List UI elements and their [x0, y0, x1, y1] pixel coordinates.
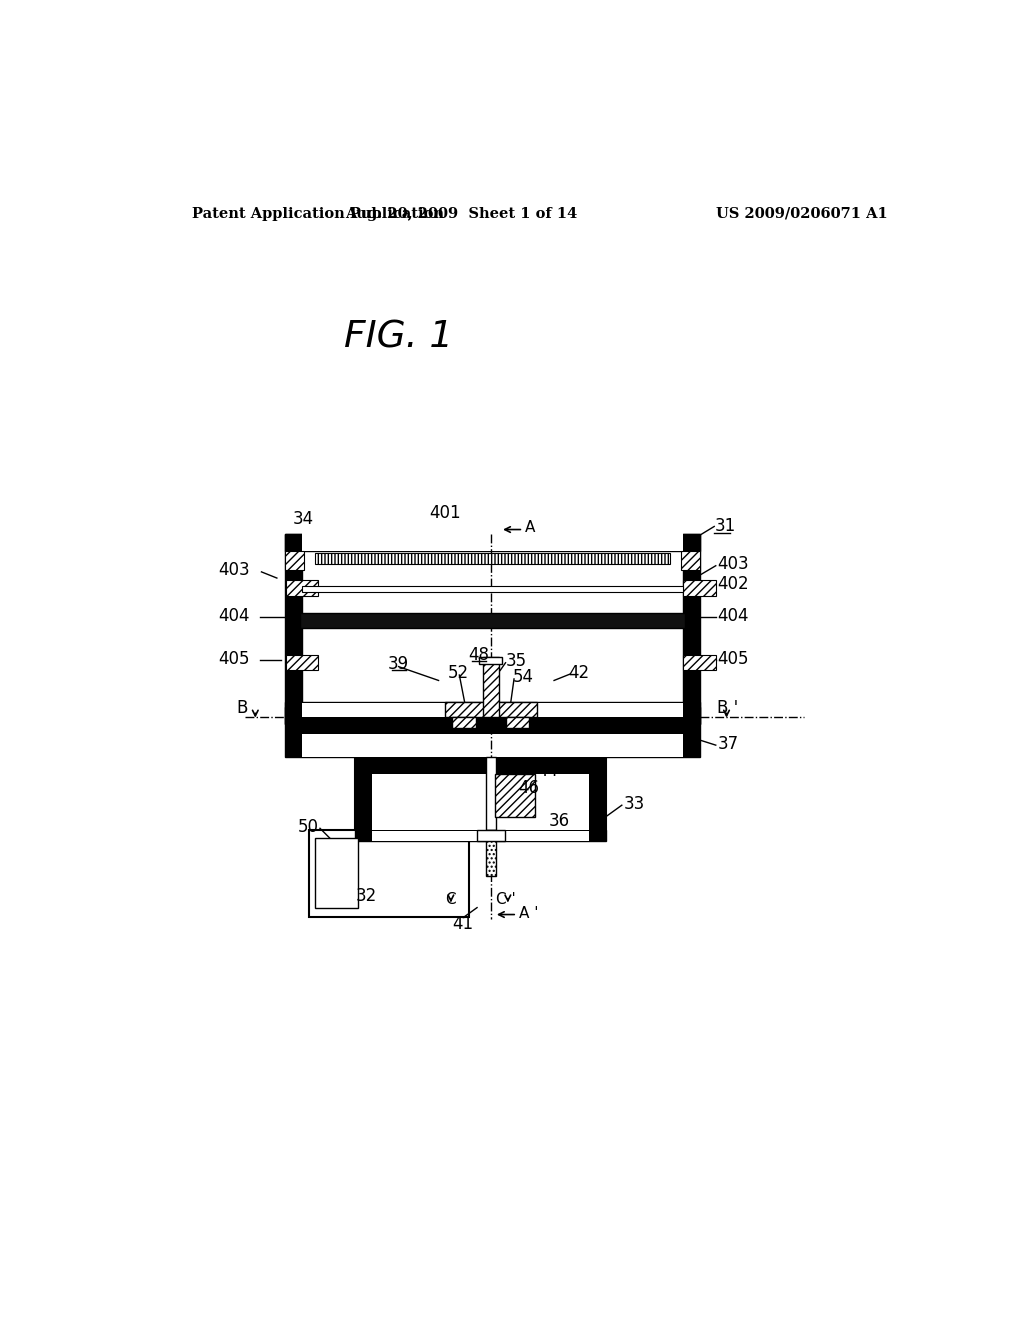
Bar [315, 553, 670, 564]
Text: B ': B ' [717, 700, 738, 717]
Bar [681, 552, 700, 570]
Text: 34: 34 [293, 510, 313, 528]
Bar [373, 775, 590, 830]
Bar [285, 702, 700, 718]
Bar [301, 586, 683, 591]
Text: 44: 44 [538, 762, 558, 780]
Bar [300, 612, 685, 628]
Bar [285, 708, 700, 725]
Text: 403: 403 [218, 561, 250, 579]
Text: B: B [237, 700, 248, 717]
Text: 39: 39 [388, 655, 409, 673]
Bar [309, 830, 469, 917]
Text: C ': C ' [497, 891, 516, 907]
Bar [486, 758, 496, 830]
Text: 32: 32 [356, 887, 378, 906]
Text: 404: 404 [218, 607, 250, 624]
Text: Aug. 20, 2009  Sheet 1 of 14: Aug. 20, 2009 Sheet 1 of 14 [345, 207, 578, 220]
Text: 31: 31 [714, 517, 735, 536]
Bar [486, 830, 496, 876]
Text: 41: 41 [453, 915, 474, 933]
Text: A ': A ' [518, 906, 539, 920]
Text: 403: 403 [717, 556, 749, 573]
Text: 405: 405 [717, 649, 749, 668]
Bar [285, 535, 700, 552]
Bar [373, 832, 590, 841]
Bar [483, 657, 499, 718]
Text: C: C [445, 891, 457, 907]
Text: 405: 405 [218, 649, 250, 668]
Bar [479, 657, 503, 664]
Text: 401: 401 [429, 504, 461, 521]
Text: 42: 42 [568, 664, 589, 681]
Bar [506, 718, 529, 729]
Text: A: A [524, 520, 536, 536]
Text: Patent Application Publication: Patent Application Publication [193, 207, 444, 220]
Bar [301, 395, 683, 552]
Bar [286, 655, 318, 671]
Bar [683, 655, 716, 671]
Bar [683, 581, 716, 595]
Text: 46: 46 [518, 779, 539, 797]
Bar [444, 702, 538, 718]
Bar [355, 758, 606, 830]
Bar [285, 552, 304, 570]
Text: 37: 37 [717, 735, 738, 752]
Text: FIG. 1: FIG. 1 [344, 319, 454, 356]
Bar [315, 838, 357, 908]
Text: US 2009/0206071 A1: US 2009/0206071 A1 [716, 207, 888, 220]
Bar [301, 734, 683, 758]
Bar [495, 775, 535, 817]
Text: 36: 36 [549, 812, 569, 829]
Text: 54: 54 [513, 668, 535, 685]
Bar [286, 581, 318, 595]
Bar [355, 830, 606, 841]
Text: 52: 52 [449, 664, 469, 681]
Text: 33: 33 [624, 795, 645, 813]
Bar [683, 535, 700, 725]
Bar [285, 718, 700, 758]
Text: 402: 402 [717, 576, 749, 593]
Bar [477, 830, 505, 841]
Text: 50: 50 [297, 818, 318, 836]
Text: 35: 35 [506, 652, 526, 671]
Bar [301, 702, 683, 717]
Text: 404: 404 [717, 607, 749, 624]
Text: 48: 48 [468, 645, 489, 664]
Bar [453, 718, 475, 729]
Bar [285, 535, 301, 725]
